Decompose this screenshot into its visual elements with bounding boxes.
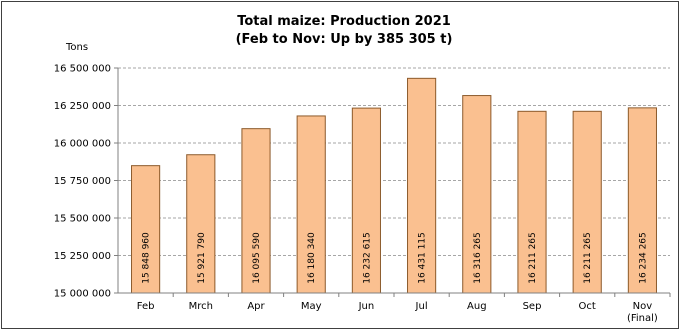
bar [351,107,381,294]
data-label: 16 316 265 [473,232,483,284]
y-tick-label: 16 000 000 [54,139,111,150]
data-label: 16 211 265 [528,232,538,284]
bar [517,110,547,294]
x-tick-label: Aug [467,301,487,312]
data-label: 15 921 790 [197,232,207,284]
y-axis-label: Tons [65,42,88,53]
y-tick-label: 15 750 000 [54,176,111,187]
y-axis-ticks: 15 000 000 15 250 000 15 500 000 15 750 000… [54,64,118,300]
data-label: 16 180 340 [307,232,317,284]
x-tick-label: Apr [247,301,265,312]
data-label: 16 232 615 [362,232,372,284]
axes [117,68,670,294]
x-tick-label: Feb [137,301,155,312]
y-tick-label: 15 500 000 [54,214,111,225]
data-label: 15 848 960 [142,232,152,284]
bar [627,107,657,294]
bar [241,128,271,294]
bar [462,95,492,294]
x-tick-label: Sep [523,301,542,312]
y-tick-label: 15 000 000 [54,289,111,300]
chart-title: Total maize: Production 2021 [237,14,451,29]
data-label: 16 431 115 [418,232,428,284]
x-tick-label: Oct [579,301,596,312]
bar [131,165,161,294]
x-tick-label: (Final) [627,313,658,324]
y-tick-label: 16 250 000 [54,101,111,112]
data-label: 16 234 265 [638,232,648,284]
chart-subtitle: (Feb to Nov: Up by 385 305 t) [236,32,453,47]
y-tick-label: 16 500 000 [54,64,111,75]
bar [186,154,216,294]
x-tick-label: Jul [415,301,428,312]
data-label: 16 211 265 [583,232,593,284]
data-label: 16 095 590 [252,232,262,284]
x-axis-ticks: Feb Mrch Apr May Jun Jul Aug Sep Oct Nov(Final) [137,293,671,324]
bar [407,77,437,294]
x-tick-label: Mrch [189,301,213,312]
x-tick-label: May [301,301,322,312]
x-tick-label: Nov [633,301,653,312]
y-tick-label: 15 250 000 [54,251,111,262]
bar [572,110,602,294]
x-tick-label: Jun [358,301,375,312]
bars: 15 848 960 15 921 790 16 095 590 16 180 340… [131,77,657,294]
